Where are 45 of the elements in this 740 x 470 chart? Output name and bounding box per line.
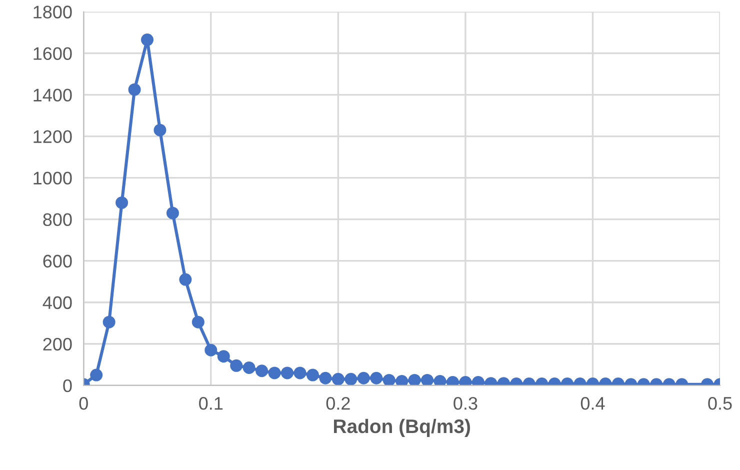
x-tick-label: 0.5 bbox=[708, 396, 732, 410]
point bbox=[344, 372, 358, 386]
point bbox=[370, 372, 383, 384]
point bbox=[154, 124, 166, 136]
point bbox=[242, 362, 256, 374]
x-tick-label: 0.2 bbox=[326, 396, 350, 410]
point bbox=[141, 34, 154, 46]
x-tick-label: 0.3 bbox=[454, 396, 478, 410]
y-tick-label: 200 bbox=[43, 338, 72, 351]
point bbox=[179, 273, 192, 286]
point bbox=[102, 316, 116, 328]
point bbox=[421, 374, 434, 386]
point bbox=[306, 368, 319, 382]
point bbox=[128, 83, 141, 96]
y-tick-label: 1200 bbox=[34, 130, 72, 144]
point bbox=[281, 366, 294, 380]
point bbox=[396, 375, 408, 386]
point bbox=[256, 364, 268, 378]
point bbox=[116, 196, 128, 209]
point bbox=[268, 366, 281, 380]
point bbox=[294, 366, 306, 380]
y-tick-label: 600 bbox=[43, 254, 72, 268]
point bbox=[434, 375, 446, 386]
point bbox=[382, 374, 396, 386]
point bbox=[90, 368, 103, 382]
y-tick-label: 1400 bbox=[34, 88, 72, 102]
point bbox=[408, 374, 421, 386]
y-tick-label: 1800 bbox=[34, 6, 72, 18]
point bbox=[357, 372, 370, 384]
point bbox=[230, 359, 243, 372]
point bbox=[319, 372, 332, 384]
y-tick-label: 800 bbox=[43, 213, 72, 226]
point bbox=[204, 344, 218, 356]
point bbox=[192, 316, 204, 328]
x-tick-label: 0 bbox=[79, 396, 88, 410]
y-tick-label: 400 bbox=[42, 296, 72, 310]
x-tick-label: 0.1 bbox=[199, 396, 223, 410]
y-tick-label: 0 bbox=[63, 379, 72, 392]
y-tick-label: 1000 bbox=[34, 172, 72, 185]
x-tick-label: 0.4 bbox=[580, 396, 605, 410]
point bbox=[166, 206, 179, 220]
point bbox=[217, 350, 230, 363]
x-axis-title: Radon (Bq/m3) bbox=[334, 418, 470, 438]
point bbox=[332, 372, 344, 386]
y-tick-label: 1600 bbox=[34, 47, 72, 60]
